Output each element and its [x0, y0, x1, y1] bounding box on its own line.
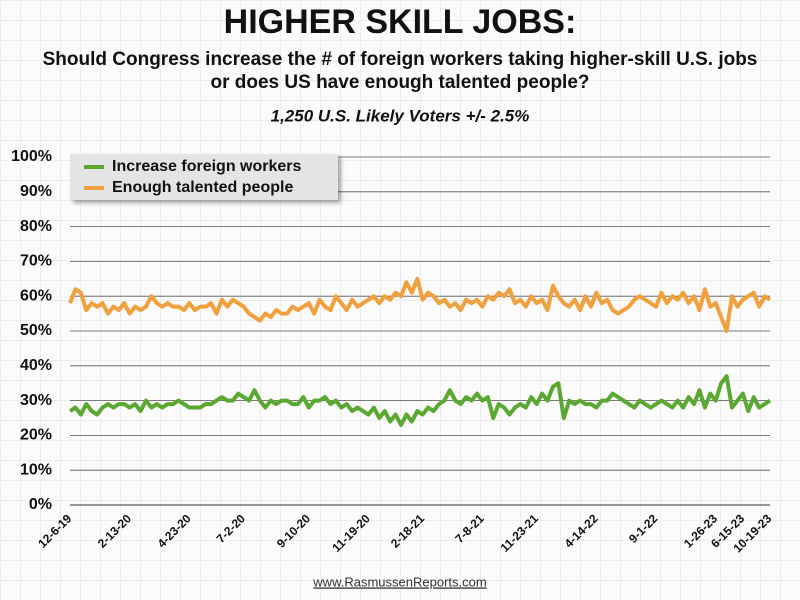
y-tick-label: 0%	[29, 496, 52, 513]
legend-label: Enough talented people	[112, 179, 293, 196]
y-tick-label: 70%	[20, 253, 52, 270]
x-tick-label: 2-13-20	[95, 511, 134, 550]
x-tick-label: 11-23-21	[498, 511, 542, 555]
x-tick-label: 2-18-21	[388, 511, 427, 550]
chart-subtitle: Should Congress increase the # of foreig…	[42, 49, 758, 93]
x-tick-label: 4-14-22	[562, 511, 601, 550]
y-tick-label: 40%	[20, 357, 52, 374]
legend-label: Increase foreign workers	[112, 158, 302, 175]
x-tick-label: 9-10-20	[274, 511, 313, 550]
x-tick-label: 4-23-20	[155, 511, 194, 550]
source: www.RasmussenReports.com	[312, 574, 486, 589]
legend-box	[70, 154, 338, 200]
chart-title: HIGHER SKILL JOBS:	[224, 3, 577, 41]
subtitle-box: Should Congress increase the # of foreig…	[42, 49, 758, 93]
y-tick-label: 80%	[20, 218, 52, 235]
x-tick-label: 11-19-20	[329, 511, 373, 555]
x-tick-label: 12-6-19	[35, 511, 74, 550]
y-tick-label: 10%	[20, 461, 52, 478]
series-line	[68, 276, 772, 333]
y-tick-label: 20%	[20, 427, 52, 444]
x-tick-label: 9-1-22	[626, 511, 661, 546]
series-line	[68, 374, 772, 427]
legend: Increase foreign workers Enough talented …	[70, 154, 338, 200]
y-tick-label: 50%	[20, 322, 52, 339]
y-tick-label: 90%	[20, 183, 52, 200]
x-tick-label: 7-8-21	[452, 511, 487, 546]
chart-note: 1,250 U.S. Likely Voters +/- 2.5%	[271, 106, 530, 125]
x-tick-label: 7-2-20	[214, 511, 249, 546]
y-tick-label: 100%	[11, 148, 52, 165]
y-tick-label: 60%	[20, 287, 52, 304]
y-tick-label: 30%	[20, 392, 52, 409]
